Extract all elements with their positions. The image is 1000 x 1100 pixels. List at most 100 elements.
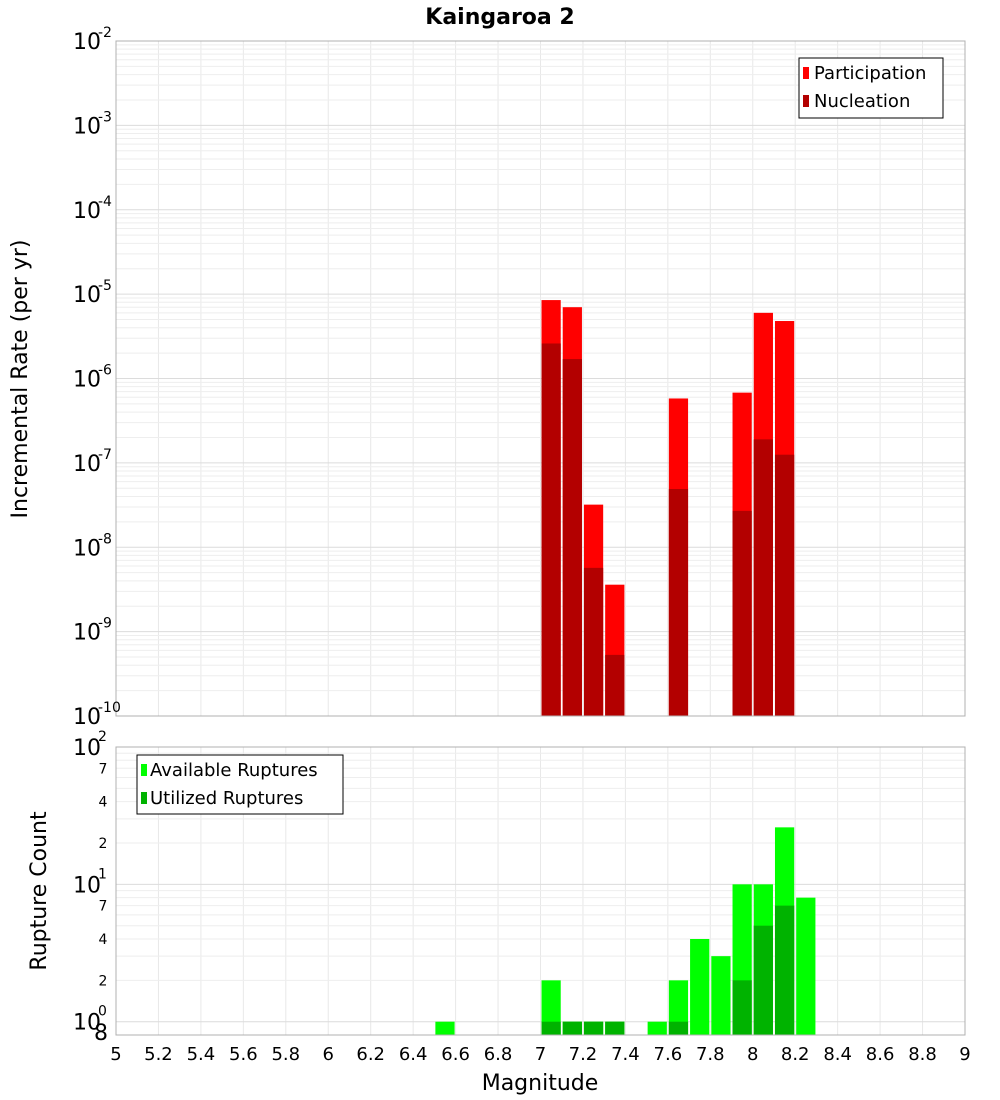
- bar-nucleation-7.05: [541, 343, 561, 716]
- y-tick-label-base: 10: [73, 283, 101, 308]
- legend-swatch: [803, 95, 809, 107]
- x-tick-label: 7: [535, 1044, 546, 1065]
- y-tick-label-base: 10: [73, 452, 101, 477]
- y-tick-label-base: 10: [73, 873, 101, 898]
- x-tick-label: 7.2: [569, 1044, 598, 1065]
- bar-nucleation-8.05: [753, 439, 773, 716]
- bar-available-ruptures-7.65: [668, 980, 689, 1035]
- rate-y-axis-label: Incremental Rate (per yr): [8, 240, 33, 519]
- rate-grid: [115, 41, 966, 717]
- rate-y-ticks: 10-210-310-410-510-610-710-810-910-10: [73, 25, 121, 730]
- rate-legend: Participation Nucleation: [798, 57, 944, 119]
- bar-utilized-ruptures-7.65: [668, 1021, 689, 1035]
- bar-nucleation-7.25: [583, 567, 604, 716]
- y-tick-label-exponent: -7: [98, 447, 112, 463]
- x-tick-label: 8.6: [866, 1044, 895, 1065]
- x-tick-label: 9: [959, 1044, 970, 1065]
- legend-swatch: [141, 764, 147, 776]
- y-tick-label-exponent: -5: [98, 278, 112, 294]
- x-axis-label: Magnitude: [482, 1071, 599, 1096]
- x-tick-label: 8.8: [908, 1044, 937, 1065]
- legend-label: Participation: [814, 63, 926, 84]
- y-tick-label-exponent: 1: [98, 866, 107, 882]
- count-plot-border: [115, 746, 966, 1036]
- y-tick-label-base: 10: [73, 621, 101, 646]
- x-tick-label: 6.6: [441, 1044, 470, 1065]
- bar-utilized-ruptures-8.05: [753, 925, 773, 1035]
- y-tick-label-base: 10: [73, 536, 101, 561]
- count-bars: [435, 827, 816, 1035]
- x-tick-label: 5.4: [187, 1044, 216, 1065]
- x-tick-label: 7.8: [696, 1044, 725, 1065]
- y-minor-tick-label: 7: [99, 761, 108, 777]
- y-tick-label-exponent: -8: [98, 531, 112, 547]
- rate-panel: 10-210-310-410-510-610-710-810-910-10 In…: [8, 25, 966, 730]
- legend-label: Utilized Ruptures: [150, 788, 303, 809]
- x-tick-label: 8.2: [781, 1044, 810, 1065]
- y-tick-label-base: 10: [73, 705, 101, 730]
- bar-available-ruptures-6.55: [435, 1021, 455, 1035]
- x-tick-label: 6: [323, 1044, 334, 1065]
- y-tick-label-exponent: 2: [98, 729, 107, 745]
- legend-swatch: [141, 792, 147, 804]
- y-minor-tick-label: 4: [99, 932, 108, 948]
- y-tick-label-base: 10: [73, 30, 101, 55]
- y-tick-label-exponent: -4: [98, 194, 112, 210]
- bar-available-ruptures-7.75: [690, 939, 710, 1035]
- bar-available-ruptures-7.55: [647, 1021, 667, 1035]
- legend-swatch: [803, 67, 809, 79]
- bar-nucleation-7.65: [668, 489, 689, 716]
- count-legend: Available Ruptures Utilized Ruptures: [136, 754, 344, 815]
- x-tick-label: 6.8: [484, 1044, 513, 1065]
- rate-plot-border: [115, 40, 966, 717]
- y-tick-label-exponent: -2: [98, 25, 112, 41]
- x-tick-label: 8.4: [823, 1044, 852, 1065]
- bar-nucleation-7.35: [605, 654, 625, 716]
- y-minor-tick-label: 2: [99, 973, 108, 989]
- rate-bars: [541, 300, 795, 716]
- y-tick-label-base: 10: [73, 1011, 101, 1036]
- y-tick-label-base: 10: [73, 199, 101, 224]
- y-tick-label-base: 10: [73, 736, 101, 761]
- chart-title: Kaingaroa 2: [425, 5, 574, 30]
- bar-nucleation-8.15: [774, 454, 795, 716]
- legend-box: [798, 57, 944, 119]
- x-tick-label: 6.2: [356, 1044, 385, 1065]
- bar-nucleation-7.15: [562, 359, 582, 716]
- y-minor-tick-label: 8: [94, 1021, 108, 1046]
- y-tick-label-exponent: 0: [98, 1004, 107, 1020]
- bar-utilized-ruptures-7.25: [583, 1021, 604, 1035]
- legend-label: Available Ruptures: [150, 760, 318, 781]
- bar-nucleation-7.95: [732, 510, 752, 716]
- x-tick-label: 5.6: [229, 1044, 258, 1065]
- y-tick-label-exponent: -3: [98, 109, 112, 125]
- x-tick-label: 5: [110, 1044, 121, 1065]
- y-minor-tick-label: 7: [99, 899, 108, 915]
- y-tick-label-exponent: -9: [98, 616, 112, 632]
- bar-utilized-ruptures-7.05: [541, 1021, 561, 1035]
- x-tick-label: 7.4: [611, 1044, 640, 1065]
- bar-utilized-ruptures-7.95: [732, 980, 752, 1035]
- magnitude-x-ticks: 5 5.2 5.4 5.6 5.8 6 6.2 6.4 6.6 6.8 7 7.2 7.4 7.6 7.8 8…: [110, 1044, 970, 1065]
- count-y-axis-label: Rupture Count: [27, 811, 52, 971]
- legend-box: [136, 754, 344, 815]
- y-tick-label-base: 10: [73, 114, 101, 139]
- y-tick-label-exponent: -6: [98, 363, 112, 379]
- x-tick-label: 5.8: [271, 1044, 300, 1065]
- bar-utilized-ruptures-8.15: [774, 905, 795, 1035]
- bar-available-ruptures-7.05: [541, 980, 561, 1035]
- bar-utilized-ruptures-7.35: [605, 1021, 625, 1035]
- y-tick-label-exponent: -10: [98, 700, 121, 716]
- y-minor-tick-label: 4: [99, 795, 108, 811]
- y-minor-tick-label: 2: [99, 836, 108, 852]
- bar-utilized-ruptures-7.15: [562, 1021, 582, 1035]
- bar-available-ruptures-8.25: [796, 897, 816, 1035]
- x-tick-label: 8: [747, 1044, 758, 1065]
- x-tick-label: 6.4: [399, 1044, 428, 1065]
- bar-available-ruptures-7.85: [711, 956, 731, 1035]
- legend-label: Nucleation: [814, 91, 910, 112]
- y-tick-label-base: 10: [73, 368, 101, 393]
